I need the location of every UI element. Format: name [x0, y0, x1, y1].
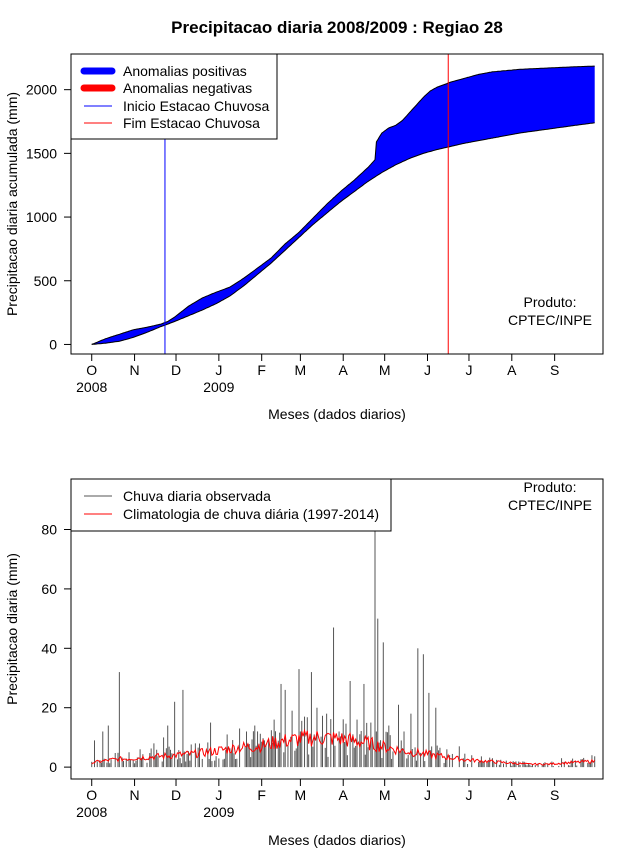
daily-y-tick-label-3: 60: [41, 581, 57, 597]
daily-legend-box: [70, 478, 392, 532]
daily-x-tick-label-11: S: [550, 787, 559, 803]
cumulative-band: [91, 65, 595, 345]
cumulative-panel: Precipitacao diaria 2008/2009 : Regiao 2…: [4, 18, 604, 422]
climatology-line: [91, 728, 596, 766]
y-axis-label: Precipitacao diaria acumulada (mm): [4, 92, 20, 316]
cumulative-x-tick-label-0: O: [86, 362, 97, 378]
cumulative-y-tick-label-3: 1500: [26, 145, 57, 161]
daily-y-tick-label-0: 0: [49, 759, 57, 775]
legend-label-start: Inicio Estacao Chuvosa: [123, 98, 270, 114]
cumulative-x-tick-label-2: D: [171, 362, 181, 378]
daily-x-tick-label-4: F: [257, 787, 266, 803]
cumulative-y-tick-label-4: 2000: [26, 82, 57, 98]
daily-y-tick-label-4: 80: [41, 521, 57, 537]
daily-panel: O N D J F M A M J J A S 2008 2009 0 20 40 60 80 Chuva diar…: [4, 478, 604, 848]
climatology-daily-line: [91, 728, 596, 766]
daily-x-tick-label-7: M: [379, 787, 391, 803]
daily-x-tick-label-6: A: [339, 787, 349, 803]
cumulative-x-tick-label-5: M: [295, 362, 307, 378]
climatology-cumulative-line: [91, 122, 595, 345]
legend-label-positive: Anomalias positivas: [123, 63, 247, 79]
cumulative-x-tick-label-4: F: [257, 362, 266, 378]
cumulative-year-label-1: 2009: [203, 379, 234, 395]
cumulative-x-tick-label-8: J: [424, 362, 431, 378]
daily-bars: [91, 529, 596, 768]
legend-label-observed: Chuva diaria observada: [123, 488, 271, 504]
cumulative-x-tick-label-9: J: [465, 362, 472, 378]
daily-x-tick-label-1: N: [130, 787, 140, 803]
daily-x-tick-label-0: O: [86, 787, 97, 803]
credit-line-2-daily: CPTEC/INPE: [508, 497, 592, 513]
cumulative-plot-frame: [70, 53, 604, 355]
daily-year-label-1: 2009: [203, 804, 234, 820]
chart-title: Precipitacao diaria 2008/2009 : Regiao 2…: [171, 18, 503, 37]
cumulative-y-tick-label-1: 500: [34, 273, 58, 289]
daily-x-tick-label-9: J: [465, 787, 472, 803]
legend-label-end: Fim Estacao Chuvosa: [123, 115, 260, 131]
legend-label-negative: Anomalias negativas: [123, 80, 252, 96]
credit-line-1: Produto:: [524, 294, 577, 310]
daily-y-tick-label-1: 20: [41, 700, 57, 716]
x-axis-label-daily: Meses (dados diarios): [268, 832, 406, 848]
cumulative-x-tick-label-6: A: [339, 362, 349, 378]
cumulative-y-tick-label-0: 0: [49, 336, 57, 352]
daily-x-tick-label-8: J: [424, 787, 431, 803]
cumulative-x-tick-label-1: N: [130, 362, 140, 378]
cumulative-x-tick-label-7: M: [379, 362, 391, 378]
cumulative-legend: Anomalias positivas Anomalias negativas …: [70, 53, 278, 140]
cumulative-x-tick-label-10: A: [507, 362, 517, 378]
cumulative-x-tick-label-3: J: [215, 362, 222, 378]
daily-axes: O N D J F M A M J J A S 2008 2009 0 20 40 60 80: [41, 521, 559, 820]
y-axis-label-daily: Precipitacao diaria (mm): [4, 553, 20, 705]
legend-label-climatology: Climatologia de chuva diária (1997-2014): [123, 506, 379, 522]
daily-x-tick-label-2: D: [171, 787, 181, 803]
credit-line-1-daily: Produto:: [524, 479, 577, 495]
positive-anomaly-area: [91, 66, 595, 345]
cumulative-y-tick-label-2: 1000: [26, 209, 57, 225]
daily-legend: Chuva diaria observada Climatologia de c…: [70, 478, 392, 532]
x-axis-label: Meses (dados diarios): [268, 406, 406, 422]
observed-cumulative-line: [91, 65, 595, 345]
cumulative-year-label-0: 2008: [76, 379, 107, 395]
daily-year-label-0: 2008: [76, 804, 107, 820]
daily-x-tick-label-5: M: [295, 787, 307, 803]
cumulative-x-tick-label-11: S: [550, 362, 559, 378]
credit-line-2: CPTEC/INPE: [508, 312, 592, 328]
daily-x-tick-label-10: A: [507, 787, 517, 803]
daily-x-tick-label-3: J: [215, 787, 222, 803]
daily-y-tick-label-2: 40: [41, 640, 57, 656]
cumulative-axes: O N D J F M A M J J A S 2008 2009 0 500 1000 1500 2000: [26, 82, 559, 395]
